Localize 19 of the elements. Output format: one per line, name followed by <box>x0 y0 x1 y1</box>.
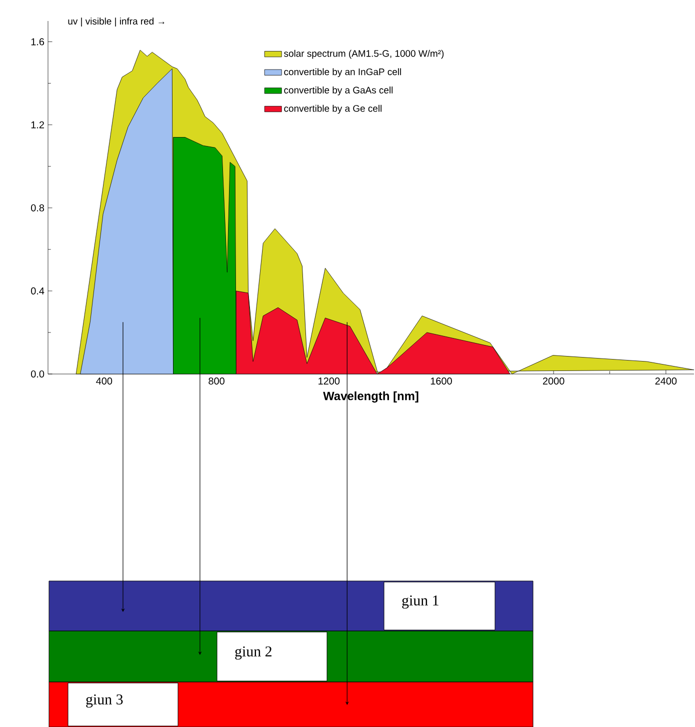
x-tick-label: 2000 <box>542 378 564 385</box>
legend-label: convertible by a Ge cell <box>284 104 382 114</box>
annotation: uv | visible | infra red → <box>68 18 164 26</box>
text: giun 2 <box>235 646 272 660</box>
y-tick-label: 1.6 <box>31 38 44 46</box>
y-tick-label: 1.2 <box>31 121 44 128</box>
y-tick-label: 0.8 <box>31 204 44 212</box>
y-tick-label: 0.0 <box>31 370 44 378</box>
legend-label: convertible by a GaAs cell <box>284 86 393 96</box>
legend-label: convertible by an InGaP cell <box>284 68 401 78</box>
legend-label: solar spectrum (AM1.5-G, 1000 W/m²) <box>284 50 444 59</box>
x-tick-label: 2400 <box>655 378 677 385</box>
x-tick-label: 1600 <box>430 378 452 385</box>
y-tick-label: 0.4 <box>31 287 44 294</box>
text: giun 3 <box>86 694 123 708</box>
x-tick-label: 1200 <box>318 378 340 385</box>
x-tick-label: 400 <box>96 378 112 385</box>
x-tick-label: 800 <box>208 378 224 385</box>
text: giun 1 <box>402 595 438 609</box>
